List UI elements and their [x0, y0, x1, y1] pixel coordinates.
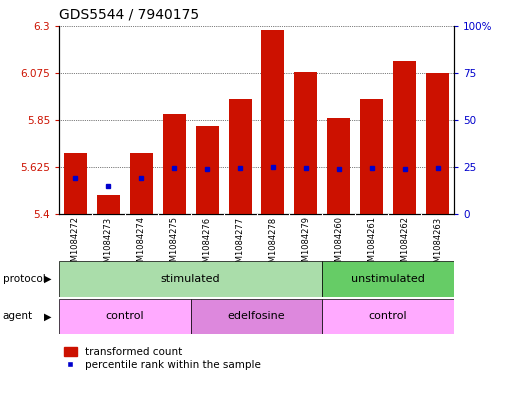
Bar [322, 299, 454, 334]
Text: GSM1084274: GSM1084274 [137, 217, 146, 272]
Bar [97, 195, 120, 214]
Text: GSM1084275: GSM1084275 [170, 217, 179, 272]
Text: GSM1084260: GSM1084260 [334, 217, 343, 272]
Text: GSM1084273: GSM1084273 [104, 217, 113, 273]
Bar [262, 30, 285, 214]
Text: GSM1084279: GSM1084279 [301, 217, 310, 272]
Text: edelfosine: edelfosine [228, 311, 285, 321]
Bar [360, 99, 383, 214]
Bar [59, 299, 191, 334]
Bar [327, 118, 350, 214]
Text: GSM1084277: GSM1084277 [235, 217, 245, 273]
Legend: transformed count, percentile rank within the sample: transformed count, percentile rank withi… [64, 347, 261, 370]
Text: GSM1084263: GSM1084263 [433, 217, 442, 273]
Bar [322, 261, 454, 297]
Text: GSM1084261: GSM1084261 [367, 217, 376, 272]
Bar [228, 99, 251, 214]
Text: protocol: protocol [3, 274, 45, 284]
Text: ▶: ▶ [44, 311, 51, 321]
Bar [130, 153, 153, 214]
Text: control: control [106, 311, 144, 321]
Bar [163, 114, 186, 214]
Text: GDS5544 / 7940175: GDS5544 / 7940175 [59, 7, 199, 22]
Text: GSM1084272: GSM1084272 [71, 217, 80, 272]
Bar [426, 73, 449, 214]
Bar [191, 299, 322, 334]
Text: agent: agent [3, 311, 33, 321]
Bar [393, 61, 416, 214]
Text: ▶: ▶ [44, 274, 51, 284]
Text: stimulated: stimulated [161, 274, 221, 284]
Bar [59, 261, 322, 297]
Text: GSM1084262: GSM1084262 [400, 217, 409, 272]
Bar [294, 72, 318, 214]
Text: control: control [369, 311, 407, 321]
Text: GSM1084276: GSM1084276 [203, 217, 212, 273]
Bar [195, 126, 219, 214]
Text: GSM1084278: GSM1084278 [268, 217, 278, 273]
Text: unstimulated: unstimulated [351, 274, 425, 284]
Bar [64, 153, 87, 214]
